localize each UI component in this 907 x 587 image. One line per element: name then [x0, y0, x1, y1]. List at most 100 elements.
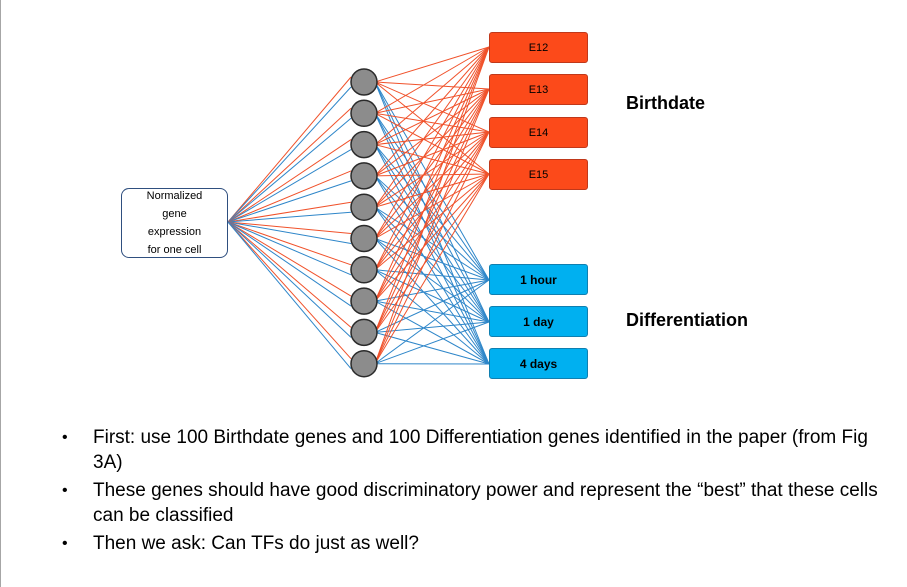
hidden-output-edge: [374, 321, 490, 365]
hidden-node: [350, 99, 378, 128]
bullet-text: These genes should have good discriminat…: [93, 480, 878, 526]
input-hidden-edge: [227, 221, 352, 266]
hidden-output-edge: [374, 173, 490, 302]
hidden-output-edge: [374, 88, 490, 271]
bullet-dot-icon: •: [62, 429, 68, 446]
input-hidden-edge: [227, 221, 352, 244]
input-hidden-edge: [227, 221, 352, 328]
hidden-output-edge: [374, 88, 490, 114]
input-hidden-edge: [227, 139, 352, 223]
bullet-dot-icon: •: [62, 482, 68, 499]
input-hidden-edge: [227, 86, 352, 223]
hidden-output-edge: [374, 300, 490, 365]
output-e12: E12: [489, 32, 588, 63]
hidden-output-edge: [374, 81, 490, 365]
output-e13: E13: [489, 74, 588, 105]
output-e14: E14: [489, 117, 588, 148]
hidden-output-edge: [374, 81, 490, 323]
hidden-output-edge: [374, 131, 490, 177]
hidden-output-edge: [374, 321, 490, 333]
hidden-output-edge: [374, 46, 490, 145]
hidden-output-edge: [374, 88, 490, 146]
hidden-output-edge: [374, 88, 490, 208]
hidden-output-edge: [374, 46, 490, 177]
hidden-node: [350, 318, 378, 347]
hidden-node: [350, 256, 378, 284]
bullet-dot-icon: •: [62, 535, 68, 552]
input-hidden-edge: [227, 221, 352, 276]
hidden-output-edge: [374, 88, 490, 302]
bullet-item: • First: use 100 Birthdate genes and 100 …: [62, 425, 882, 475]
bullet-item: • These genes should have good discrimina…: [62, 478, 882, 528]
hidden-output-edge: [374, 331, 490, 365]
differentiation-label: Differentiation: [626, 310, 749, 330]
birthdate-label: Birthdate: [626, 93, 706, 113]
hidden-output-edge: [374, 46, 490, 83]
slide-left-border: [0, 0, 1, 587]
hidden-node: [350, 162, 378, 190]
hidden-output-edge: [374, 113, 490, 281]
input-node-label: Normalized gene expression for one cell: [146, 190, 203, 256]
input-hidden-edge: [227, 221, 352, 307]
hidden-output-edge: [374, 131, 490, 364]
output-e15-label: E15: [528, 168, 549, 181]
input-hidden-edge: [227, 149, 352, 223]
input-hidden-edge: [227, 221, 352, 338]
input-hidden-edge: [227, 211, 352, 223]
input-hidden-edge: [227, 201, 352, 223]
hidden-output-edge: [374, 131, 490, 302]
output-1-day: 1 day: [489, 306, 588, 337]
output-1-day-label: 1 day: [523, 314, 554, 329]
output-e13-label: E13: [528, 83, 549, 96]
hidden-output-edge: [374, 144, 490, 323]
hidden-output-edge: [374, 206, 490, 323]
hidden-output-edge: [374, 131, 490, 208]
hidden-output-edge: [374, 113, 490, 323]
hidden-node: [350, 130, 378, 159]
input-node-box: Normalized gene expression for one cell: [121, 188, 228, 258]
hidden-node: [350, 68, 378, 96]
input-hidden-edge: [227, 221, 352, 297]
hidden-output-edge: [374, 269, 490, 323]
output-4-days-label: 4 days: [519, 356, 558, 371]
hidden-node: [350, 349, 378, 378]
hidden-output-edge: [374, 131, 490, 271]
hidden-output-edge: [374, 206, 490, 281]
hidden-output-edge: [374, 46, 490, 333]
output-1-hour: 1 hour: [489, 264, 588, 295]
hidden-output-edge: [374, 238, 490, 323]
hidden-node: [350, 224, 378, 253]
hidden-output-edge: [374, 173, 490, 333]
input-hidden-edge: [227, 117, 352, 223]
hidden-output-edge: [374, 88, 490, 177]
bullet-text: First: use 100 Birthdate genes and 100 D…: [93, 427, 868, 473]
input-hidden-edge: [227, 180, 352, 223]
hidden-node: [350, 287, 378, 315]
bullet-item: • Then we ask: Can TFs do just as well?: [62, 531, 882, 556]
hidden-output-edge: [374, 238, 490, 281]
hidden-output-edge: [374, 88, 490, 333]
hidden-output-edge: [374, 279, 490, 365]
hidden-output-edge: [374, 175, 490, 281]
hidden-output-edge: [374, 88, 490, 239]
input-hidden-edge: [227, 107, 352, 223]
output-4-days: 4 days: [489, 348, 588, 379]
hidden-output-edge: [374, 279, 490, 302]
hidden-output-edge: [374, 46, 490, 271]
input-hidden-edge: [227, 221, 352, 370]
input-hidden-edge: [227, 221, 352, 360]
hidden-output-edge: [374, 269, 490, 281]
bullet-list: • First: use 100 Birthdate genes and 100 …: [62, 425, 882, 559]
input-hidden-edge: [227, 170, 352, 223]
hidden-output-edge: [374, 173, 490, 271]
hidden-output-edge: [374, 46, 490, 239]
hidden-output-edge: [374, 131, 490, 239]
hidden-output-edge: [374, 46, 490, 208]
output-1-hour-label: 1 hour: [520, 272, 557, 287]
output-e14-label: E14: [528, 126, 549, 139]
hidden-output-edge: [374, 173, 490, 364]
hidden-output-edge: [374, 81, 490, 90]
hidden-output-edge: [374, 113, 490, 365]
output-e12-label: E12: [528, 41, 549, 54]
hidden-output-edge: [374, 279, 490, 333]
